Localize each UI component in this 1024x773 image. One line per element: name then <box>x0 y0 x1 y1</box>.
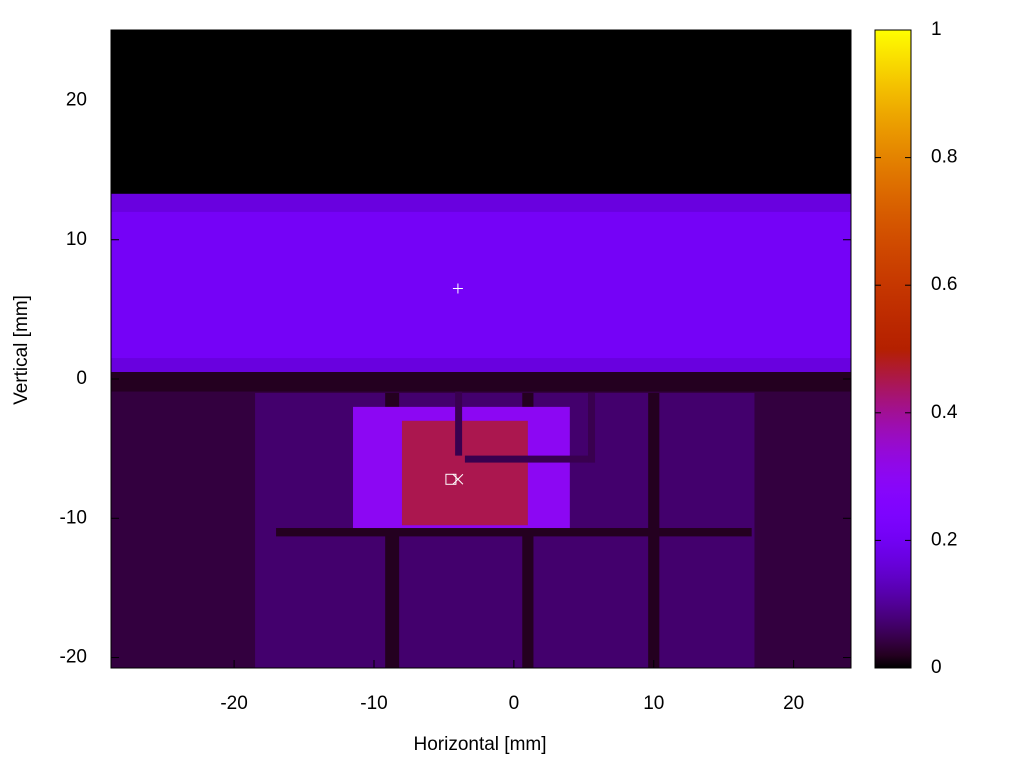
heat-cell <box>588 392 596 463</box>
x-tick-label: 0 <box>509 693 520 714</box>
heat-cell <box>455 391 463 456</box>
marker <box>445 473 457 485</box>
colorbar-tick-label: 0.4 <box>931 402 958 423</box>
y-tick-label: 10 <box>66 229 87 250</box>
x-tick-label: -10 <box>360 693 387 714</box>
y-axis-label: Vertical [mm] <box>11 295 32 405</box>
x-axis-label: Horizontal [mm] <box>413 734 546 755</box>
x-tick-label: 20 <box>783 693 804 714</box>
marker <box>452 473 464 485</box>
heat-cell <box>464 455 596 463</box>
y-tick-label: 0 <box>76 368 87 389</box>
heatmap <box>111 30 851 668</box>
y-tick-label: -10 <box>60 507 87 528</box>
colorbar-tick-label: 0.2 <box>931 529 957 550</box>
colorbar <box>874 29 912 669</box>
marker <box>452 283 463 294</box>
colorbar-tick-label: 1 <box>931 19 942 40</box>
plot-border <box>110 29 852 669</box>
heat-cell <box>401 420 528 526</box>
colorbar-tick-label: 0 <box>931 657 942 678</box>
colorbar-tick-label: 0.6 <box>931 274 957 295</box>
y-tick-label: 20 <box>66 89 87 110</box>
x-tick-label: 10 <box>643 693 664 714</box>
y-tick-label: -20 <box>60 647 87 668</box>
heat-cell <box>111 211 851 359</box>
x-tick-label: -20 <box>220 693 247 714</box>
heat-cell <box>276 528 752 537</box>
heat-cell <box>111 372 851 392</box>
colorbar-tick-label: 0.8 <box>931 147 957 168</box>
